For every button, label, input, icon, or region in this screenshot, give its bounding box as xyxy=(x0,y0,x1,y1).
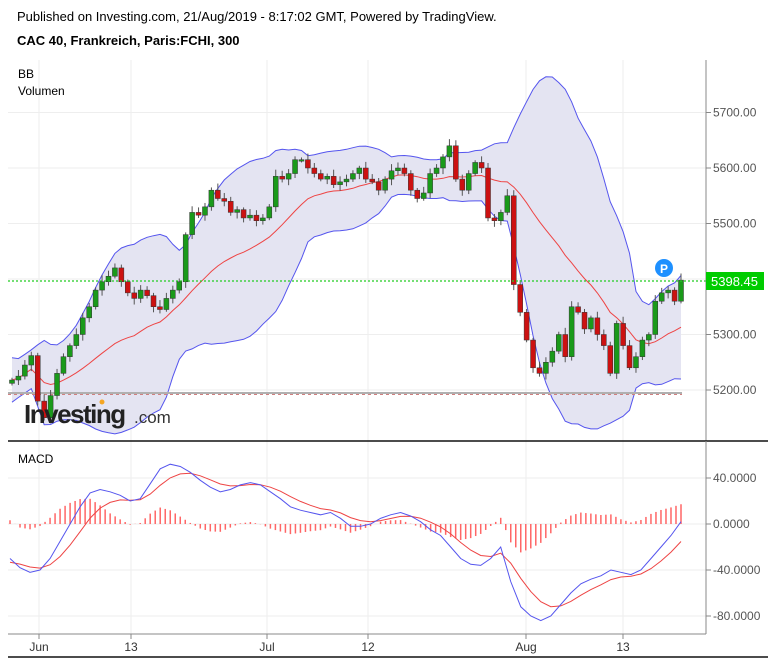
bollinger-upper-band xyxy=(11,76,682,360)
price-tick-label: 5700.00 xyxy=(713,106,757,120)
macd-line xyxy=(9,463,682,622)
macd-tick-label: -40.0000 xyxy=(713,563,761,577)
price-tick-label: 5500.00 xyxy=(713,217,757,231)
time-tick-label: Aug xyxy=(515,640,536,654)
indicator-label-volume[interactable]: Volumen xyxy=(18,84,65,98)
bollinger-band-fill xyxy=(12,76,681,434)
marker-label: P xyxy=(660,262,668,276)
macd-tick-label: -80.0000 xyxy=(713,609,761,623)
macd-signal-line xyxy=(9,472,682,608)
last-price-value: 5398.45 xyxy=(711,274,758,289)
candlesticks xyxy=(9,139,684,424)
time-tick-label: 13 xyxy=(616,640,630,654)
watermark-main: Investing xyxy=(24,399,125,429)
chart-title: CAC 40, Frankreich, Paris:FCHI, 300 xyxy=(17,33,240,48)
price-axis-ticks[interactable]: 5700.00 5600.00 5500.00 5300.00 5200.00 xyxy=(706,106,757,398)
macd-axis-ticks[interactable]: 40.0000 0.0000 -40.0000 -80.0000 xyxy=(706,471,761,623)
investing-watermark: Investing .com xyxy=(24,399,171,429)
watermark-dot-icon xyxy=(99,399,105,405)
marker-circle xyxy=(655,259,673,277)
price-tick-label: 5200.00 xyxy=(713,383,757,397)
bollinger-lower-band xyxy=(11,193,682,435)
published-caption: Published on Investing.com, 21/Aug/2019 … xyxy=(17,9,497,24)
price-tick-label: 5300.00 xyxy=(713,328,757,342)
macd-histogram xyxy=(9,498,682,553)
time-tick-label: 13 xyxy=(124,640,138,654)
macd-tick-label: 40.0000 xyxy=(713,471,757,485)
watermark-suffix: .com xyxy=(134,408,171,427)
time-axis-ticks[interactable]: Jun 13 Jul 12 Aug 13 xyxy=(29,634,630,654)
price-tick-label: 5600.00 xyxy=(713,161,757,175)
time-tick-label: 12 xyxy=(361,640,375,654)
last-price-badge: 5398.45 xyxy=(706,272,764,290)
publish-marker[interactable]: P xyxy=(655,259,673,277)
macd-tick-label: 0.0000 xyxy=(713,517,750,531)
macd-title[interactable]: MACD xyxy=(18,452,54,466)
indicator-label-bb[interactable]: BB xyxy=(18,67,34,81)
time-tick-label: Jul xyxy=(259,640,274,654)
bollinger-basis xyxy=(11,174,682,386)
time-tick-label: Jun xyxy=(29,640,48,654)
